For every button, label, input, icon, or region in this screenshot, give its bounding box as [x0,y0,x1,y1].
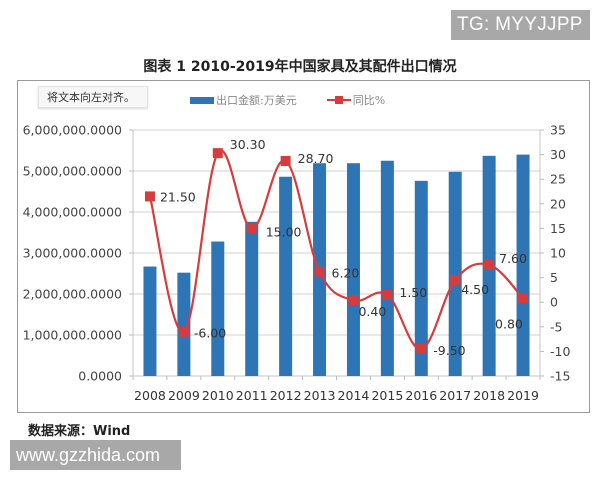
x-axis-label: 2015 [371,388,403,403]
bar [346,163,360,376]
right-axis-tick-label: -15 [550,369,570,384]
line-marker [450,275,461,286]
data-label: 30.30 [230,137,266,152]
right-axis-tick-label: 30 [550,147,566,162]
line-marker [416,343,427,354]
x-axis-label: 2019 [507,388,539,403]
x-axis-label: 2017 [439,388,471,403]
legend-line-label: 同比% [352,94,386,107]
data-label: 15.00 [266,224,302,239]
x-axis-label: 2009 [168,388,200,403]
right-axis-tick-label: -10 [550,344,570,359]
line-marker [348,295,359,306]
data-label: 0.80 [495,316,523,331]
watermark-tg: TG: MYYJJPP [451,10,590,40]
left-axis-tick-label: 3,000,000.0000 [23,246,122,261]
bar [448,171,462,376]
right-axis-tick-label: 0 [550,295,558,310]
x-axis-label: 2008 [134,388,166,403]
left-axis-tick-label: 2,000,000.0000 [23,287,122,302]
left-axis-tick-label: 4,000,000.0000 [23,205,122,220]
right-axis-tick-label: 15 [550,221,566,236]
line-marker [280,155,291,166]
chart-title: 图表 1 2010-2019年中国家具及其配件出口情况 [143,59,457,75]
line-marker [212,148,223,159]
bar [380,160,394,376]
right-axis-tick-label: 35 [550,123,566,138]
left-axis-tick-label: 1,000,000.0000 [23,328,122,343]
data-label: 28.70 [298,151,334,166]
data-label: 4.50 [461,282,489,297]
left-axis-tick-label: 0.0000 [78,369,122,384]
x-axis-label: 2011 [236,388,268,403]
align-left-tooltip: 将文本向左对齐。 [38,86,148,108]
data-source: 数据来源：Wind [28,424,131,439]
right-axis-tick-label: 20 [550,196,566,211]
x-axis-label: 2018 [473,388,505,403]
line-marker [518,293,529,304]
bar [414,180,428,376]
watermark-site: www.gzzhida.com [10,440,181,470]
x-axis-label: 2016 [405,388,437,403]
x-axis-label: 2013 [304,388,336,403]
legend-bar-label: 出口金额:万美元 [216,94,297,107]
data-label: 0.40 [358,304,386,319]
bar [143,266,157,376]
left-axis-tick-label: 6,000,000.0000 [23,123,122,138]
bar [516,154,530,376]
line-marker [246,223,257,234]
right-axis-tick-label: 5 [550,270,558,285]
data-label: -6.00 [194,326,226,341]
data-label: -9.50 [433,343,465,358]
bar [279,176,293,376]
line-marker [382,289,393,300]
data-label: 7.60 [499,251,527,266]
x-axis-label: 2014 [338,388,370,403]
right-axis-tick-label: -5 [550,319,562,334]
line-marker [484,259,495,270]
right-axis-tick-label: 10 [550,246,566,261]
data-label: 21.50 [160,189,196,204]
yoy-line [148,149,524,351]
x-axis-label: 2010 [202,388,234,403]
line-marker [144,191,155,202]
x-axis-label: 2012 [270,388,302,403]
left-axis-tick-label: 5,000,000.0000 [23,164,122,179]
line-marker [314,266,325,277]
chart-legend: 出口金额:万美元 同比% [190,92,385,108]
bar [211,241,225,376]
line-marker [178,326,189,337]
right-axis-tick-label: 25 [550,172,566,187]
legend-line-marker-icon [326,94,351,106]
legend-bar-swatch-icon [190,96,214,104]
bar [245,221,259,376]
bar [177,272,191,376]
data-label: 1.50 [399,285,427,300]
data-label: 6.20 [332,266,360,281]
